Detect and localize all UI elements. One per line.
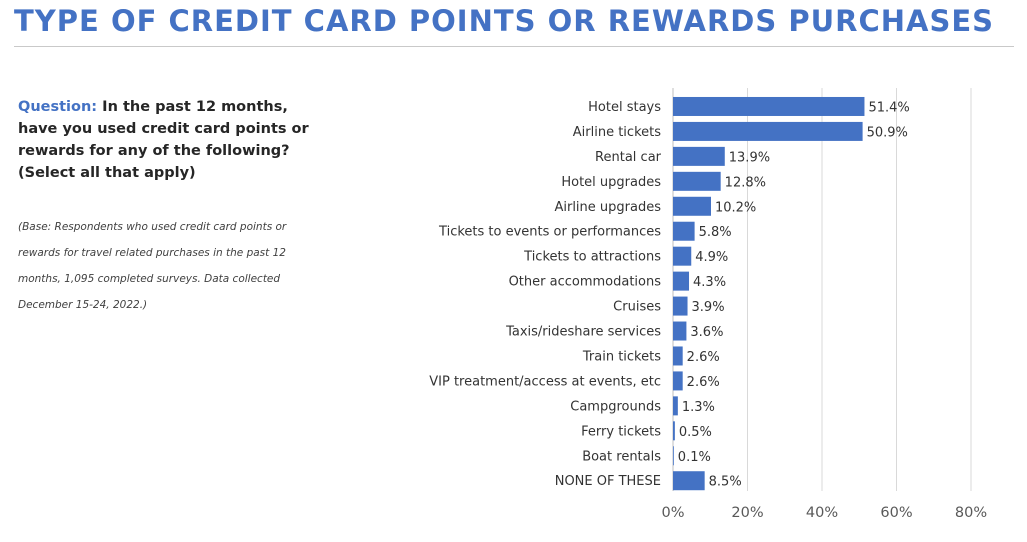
bar: [673, 321, 687, 341]
x-tick-label: 0%: [661, 505, 684, 521]
x-tick-label: 40%: [806, 505, 838, 521]
bar: [673, 346, 683, 366]
category-label: Other accommodations: [509, 275, 662, 290]
category-label: Airline upgrades: [554, 200, 661, 215]
data-label: 5.8%: [699, 225, 732, 240]
data-label: 2.6%: [687, 375, 720, 390]
bar: [673, 96, 865, 116]
data-label: 3.9%: [692, 300, 725, 315]
bar: [673, 246, 692, 266]
category-label: Taxis/rideshare services: [505, 325, 661, 340]
x-tick-label: 60%: [880, 505, 912, 521]
bar: [673, 196, 711, 216]
bar: [673, 421, 675, 441]
category-label: Hotel stays: [588, 100, 661, 115]
data-label: 12.8%: [725, 175, 766, 190]
category-label: Boat rentals: [582, 449, 661, 464]
bar: [673, 371, 683, 391]
data-label: 50.9%: [867, 125, 908, 140]
data-label: 13.9%: [729, 150, 770, 165]
base-note: (Base: Respondents who used credit card …: [18, 221, 287, 311]
data-label: 0.5%: [679, 425, 712, 440]
category-label: Train tickets: [582, 349, 661, 364]
category-label: Cruises: [613, 300, 661, 315]
bar: [673, 271, 690, 291]
bar: [673, 296, 688, 316]
category-label: Airline tickets: [573, 125, 661, 140]
bar: [673, 121, 863, 141]
category-label: Rental car: [595, 150, 662, 165]
data-label: 1.3%: [682, 400, 715, 415]
bar: [673, 471, 705, 491]
bar: [673, 221, 695, 241]
labels-layer: 0% 20% 40% 60% 80% Hotel stays 51.4% Airline ti…: [429, 100, 987, 521]
category-label: Ferry tickets: [581, 424, 661, 439]
data-label: 8.5%: [709, 475, 742, 490]
data-label: 10.2%: [715, 200, 756, 215]
title-divider: [14, 46, 1014, 47]
bar: [673, 446, 674, 466]
category-label: NONE OF THESE: [555, 474, 661, 489]
question-label: Question:: [18, 99, 98, 115]
data-label: 3.6%: [690, 325, 723, 340]
data-label: 4.3%: [693, 275, 726, 290]
category-label: Tickets to events or performances: [438, 225, 661, 240]
page-title: TYPE OF CREDIT CARD POINTS OR REWARDS PU…: [14, 4, 995, 38]
data-label: 0.1%: [678, 450, 711, 465]
question-text: In the past 12 months, have you used cre…: [18, 99, 309, 181]
question-block: Question: In the past 12 months, have yo…: [18, 96, 318, 184]
x-tick-label: 20%: [731, 505, 763, 521]
category-label: VIP treatment/access at events, etc: [429, 374, 661, 389]
category-label: Hotel upgrades: [561, 175, 661, 190]
bar: [673, 146, 725, 166]
category-label: Campgrounds: [570, 399, 661, 414]
bars-layer: [673, 96, 865, 491]
category-label: Tickets to attractions: [523, 250, 661, 265]
bar: [673, 171, 721, 191]
data-label: 4.9%: [695, 250, 728, 265]
data-label: 51.4%: [868, 100, 909, 115]
x-tick-label: 80%: [955, 505, 987, 521]
bar: [673, 396, 678, 416]
data-label: 2.6%: [687, 350, 720, 365]
